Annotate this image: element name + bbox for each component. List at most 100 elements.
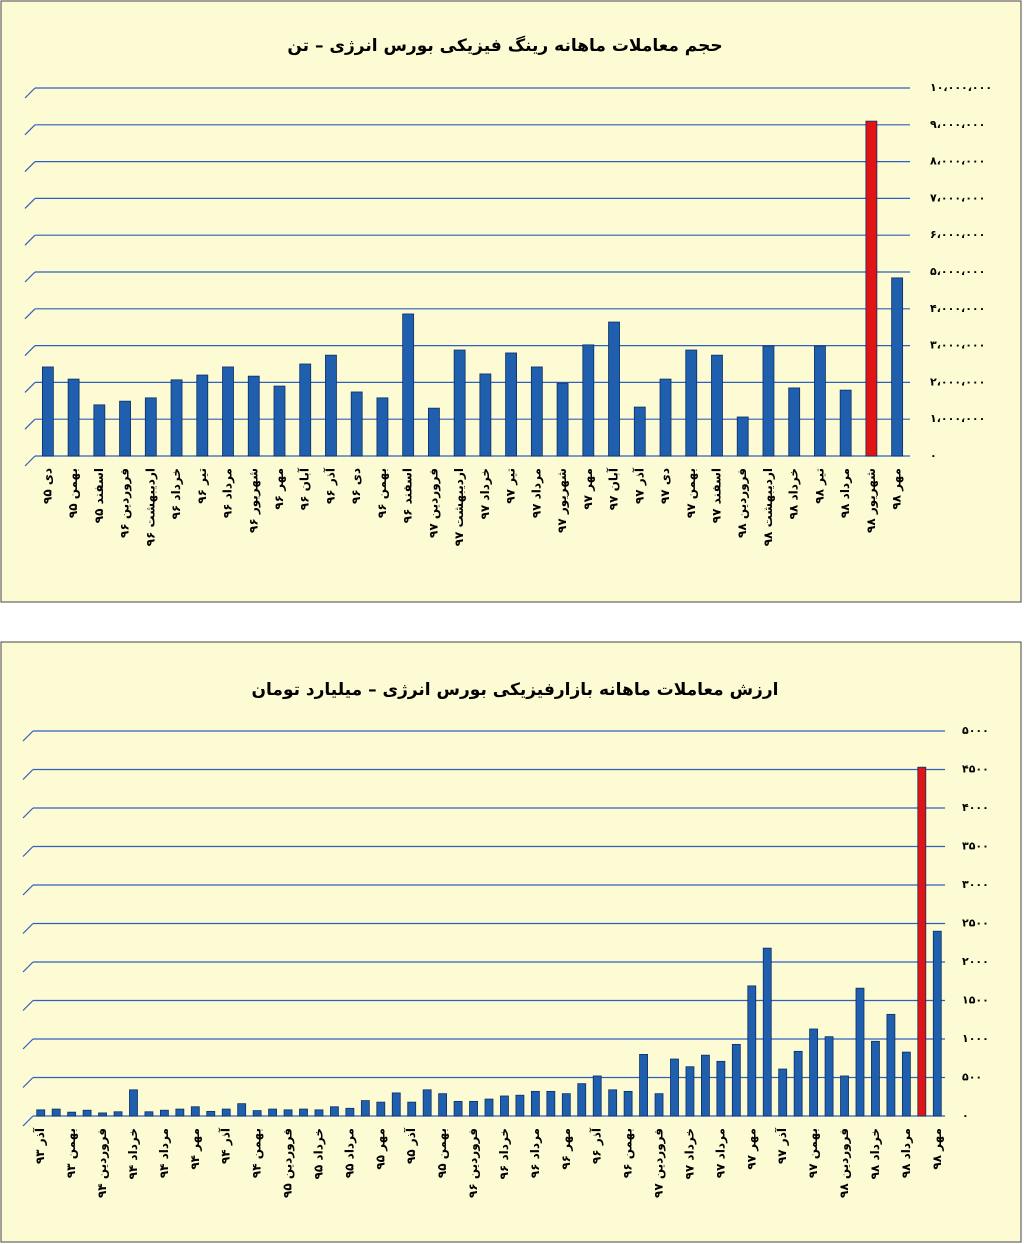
y-tick-label: ۰ (962, 1109, 969, 1122)
x-tick-label: مرداد ۹۵ (342, 1128, 356, 1178)
bar (299, 1108, 308, 1117)
bar (788, 387, 801, 457)
bar (422, 1089, 432, 1117)
y-tick-label: ۶،۰۰۰،۰۰۰ (930, 228, 985, 241)
x-tick-label: بهمن ۹۳ (64, 1128, 78, 1178)
bar (273, 385, 286, 457)
bar (376, 397, 389, 457)
x-tick-label: شهریور ۹۷ (555, 468, 570, 533)
bar (144, 1111, 154, 1117)
x-tick-label: تیر ۹۶ (195, 468, 209, 504)
bar (855, 987, 865, 1117)
grid-line (24, 418, 36, 430)
y-tick-label: ۹،۰۰۰،۰۰۰ (930, 118, 985, 131)
x-tick-label: خرداد ۹۸ (868, 1128, 882, 1179)
bar (577, 1083, 587, 1117)
bar (299, 363, 312, 457)
x-tick-label: آذر ۹۳ (32, 1127, 47, 1164)
bar (716, 1060, 726, 1117)
x-tick-label: آذر ۹۷ (774, 1127, 789, 1164)
x-tick-label: اردیبهشت ۹۶ (143, 468, 157, 546)
bar (438, 1093, 448, 1117)
bar (67, 1111, 77, 1117)
x-tick-label: فروردین ۹۶ (466, 1128, 481, 1198)
y-tick-label: ۰ (930, 449, 937, 462)
x-tick-label: بهمن ۹۷ (684, 468, 698, 518)
grid-line (22, 923, 34, 934)
bar (623, 1090, 633, 1117)
bar (530, 366, 543, 457)
x-tick-label: تیر ۹۷ (504, 468, 518, 504)
bar (814, 345, 826, 457)
bar (865, 120, 878, 457)
bar (41, 366, 54, 457)
bar (886, 1013, 896, 1117)
bar (325, 354, 337, 457)
bar (453, 349, 466, 457)
y-tick-label: ۲۰۰۰ (962, 955, 989, 968)
bar (170, 379, 183, 457)
grid-line (22, 846, 34, 857)
x-tick-label: آذر ۹۵ (403, 1127, 418, 1164)
chart-title: ارزش معاملات ماهانه بازارفیزیکی بورس انر… (252, 680, 779, 700)
bar (659, 378, 672, 457)
x-tick-label: فروردین ۹۷ (652, 1128, 667, 1198)
bar (736, 416, 749, 457)
bar (427, 407, 440, 457)
y-tick-label: ۴،۰۰۰،۰۰۰ (930, 302, 985, 315)
y-tick-label: ۵۰۰۰ (962, 724, 989, 737)
bar (515, 1094, 525, 1117)
bar (824, 1036, 834, 1117)
grid-line (22, 730, 34, 742)
bar (252, 1110, 262, 1117)
y-tick-label: ۲۵۰۰ (962, 917, 989, 930)
bar (129, 1089, 138, 1117)
x-tick-label: فروردین ۹۶ (118, 468, 133, 538)
x-tick-label: مرداد ۹۴ (157, 1128, 171, 1178)
bar (82, 1109, 92, 1117)
chart-frame (0, 641, 1022, 1243)
y-tick-label: ۸،۰۰۰،۰۰۰ (930, 155, 985, 168)
x-tick-label: خرداد ۹۶ (169, 468, 183, 519)
grid-line (22, 1115, 34, 1127)
x-tick-label: خرداد ۹۶ (497, 1128, 511, 1179)
grid-line (24, 345, 36, 357)
bar (330, 1106, 339, 1117)
chart-title: حجم معاملات ماهانه رینگ فیزیکی بورس انرژ… (287, 35, 722, 56)
bar (221, 1108, 231, 1117)
y-tick-label: ۱،۰۰۰،۰۰۰ (930, 412, 985, 425)
bar (469, 1100, 478, 1117)
bar (206, 1110, 216, 1117)
y-tick-label: ۲،۰۰۰،۰۰۰ (930, 375, 985, 388)
x-tick-label: فروردین ۹۸ (735, 468, 750, 538)
x-tick-label: آذر ۹۶ (322, 467, 337, 504)
bar (159, 1109, 169, 1117)
x-tick-label: مرداد ۹۸ (838, 468, 852, 518)
bar (51, 1108, 61, 1117)
bar (608, 321, 620, 457)
bar (762, 947, 772, 1117)
grid-line (22, 884, 34, 896)
bar (350, 391, 363, 457)
bar (608, 1089, 618, 1117)
bar (247, 375, 260, 457)
bar (711, 354, 723, 457)
grid-line (24, 381, 36, 393)
bar (113, 1111, 123, 1117)
grid-line (22, 807, 34, 819)
bar (237, 1103, 247, 1117)
y-tick-label: ۳،۰۰۰،۰۰۰ (930, 339, 985, 352)
bar (402, 313, 415, 457)
x-tick-label: آبان ۹۷ (606, 467, 621, 510)
bar (793, 1050, 803, 1117)
y-tick-label: ۳۰۰۰ (962, 878, 989, 891)
x-tick-label: مرداد ۹۷ (529, 468, 543, 518)
bar (731, 1043, 741, 1117)
bar (453, 1100, 463, 1117)
bar (500, 1095, 509, 1117)
bar (809, 1028, 819, 1117)
x-tick-label: خرداد ۹۸ (787, 468, 801, 519)
x-tick-label: مهر ۹۷ (581, 468, 595, 510)
bar (762, 345, 775, 457)
